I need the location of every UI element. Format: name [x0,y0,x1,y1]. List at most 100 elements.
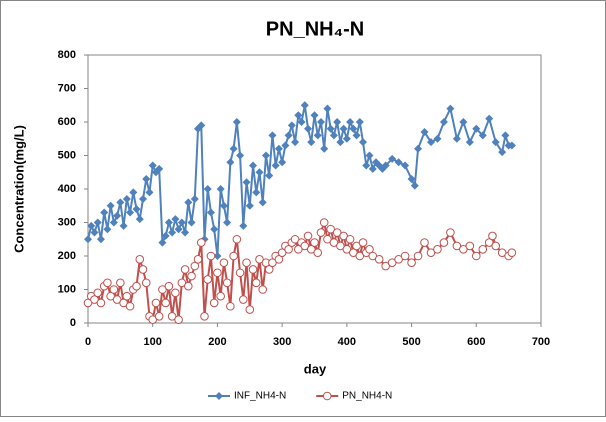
x-tick-label: 200 [208,336,226,348]
data-point [236,151,245,160]
data-point [394,158,403,167]
data-point [274,144,283,153]
data-point [226,158,235,167]
data-point [190,261,200,271]
data-point [213,268,222,278]
data-point [491,138,500,147]
data-point [184,281,193,291]
data-point [365,245,374,254]
data-point [135,255,145,264]
data-point [119,221,128,230]
data-point [245,305,255,314]
data-point [116,198,125,207]
data-point [304,124,313,133]
data-point [190,195,199,204]
data-point [439,238,449,247]
data-point [310,238,319,247]
data-point [106,201,115,210]
data-point [139,195,148,204]
data-point [184,198,193,207]
data-point [265,171,274,180]
data-point [320,144,329,153]
data-point [93,288,103,298]
data-point [478,245,488,254]
data-point [164,218,173,227]
data-point [284,245,293,254]
data-point [407,258,416,268]
y-tick-label: 0 [70,317,76,329]
data-point [216,291,225,301]
data-point [501,131,510,140]
data-point [148,161,157,170]
data-point [407,174,416,183]
data-point [342,134,351,143]
data-point [219,201,228,210]
x-tick-label: 600 [467,336,485,348]
data-point [472,124,481,133]
data-point [229,251,238,261]
data-point [206,208,215,217]
data-point [138,265,148,274]
data-point [242,178,251,187]
data-point [161,231,170,240]
data-point [381,161,390,170]
data-point [113,211,122,220]
data-point [219,258,229,268]
data-point [446,104,455,113]
data-point [210,225,219,234]
data-point [164,281,174,291]
data-point [297,118,306,126]
data-point [307,138,316,147]
data-point [303,231,313,241]
data-point [187,271,196,281]
data-point [125,301,135,311]
data-point [222,278,232,288]
plot-area [87,54,542,324]
data-point [242,258,251,268]
data-point [329,131,338,140]
data-point [122,195,131,204]
data-point [155,164,164,173]
y-tick-label: 400 [58,183,76,195]
data-point [498,148,507,157]
data-point [203,185,212,193]
data-point [278,158,287,167]
data-point [122,291,132,301]
data-point [358,238,368,247]
data-point [216,185,225,193]
data-point [410,181,419,190]
data-point [491,241,501,251]
data-point [197,121,206,130]
data-point [239,221,248,230]
data-point [251,278,261,288]
data-point [206,251,216,261]
data-point [235,268,245,278]
legend-label: INF_NH4-N [234,391,286,402]
data-point [196,238,206,247]
data-point [174,225,183,234]
data-point [258,198,267,207]
y-tick-label: 200 [58,250,76,262]
data-point [349,124,358,133]
legend-marker [322,391,332,401]
data-point [414,144,423,153]
x-tick-label: 0 [85,336,91,348]
data-point [171,288,180,298]
data-point [313,248,323,257]
data-point [507,248,517,257]
data-point [100,208,109,217]
data-point [129,188,138,197]
x-tick-label: 300 [273,336,291,348]
data-point [174,315,183,324]
data-point [420,128,429,137]
data-point [96,235,105,244]
x-tick-label: 700 [532,336,550,348]
data-point [313,131,322,140]
data-point [135,215,144,224]
data-point [365,151,374,160]
data-point [158,238,167,247]
data-point [142,174,151,183]
data-point [109,218,118,227]
